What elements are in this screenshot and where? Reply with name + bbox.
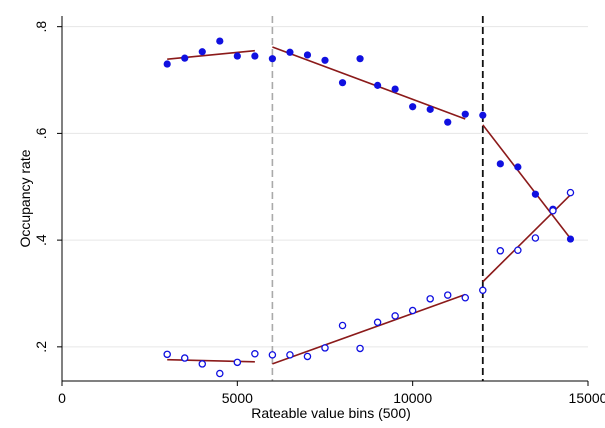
- hollow-point: [198, 360, 207, 368]
- filled-point: [426, 105, 434, 113]
- hollow-point: [251, 350, 259, 358]
- filled-point: [479, 111, 487, 119]
- filled-point: [198, 48, 206, 56]
- hollow-point: [233, 358, 242, 367]
- filled-point: [391, 85, 399, 93]
- hollow-point: [461, 294, 470, 302]
- hollow-point: [163, 350, 171, 359]
- hollow-point: [496, 247, 505, 255]
- hollow-point: [338, 321, 347, 330]
- filled-point: [163, 60, 171, 68]
- gridlines: [62, 26, 588, 348]
- filled-point: [374, 81, 382, 89]
- filled-point: [496, 160, 504, 168]
- hollow-point: [373, 318, 382, 327]
- filled-point: [233, 52, 241, 60]
- filled-point: [409, 103, 417, 111]
- filled-point: [303, 51, 312, 59]
- x-tick-label: 0: [58, 390, 66, 406]
- filled-point: [251, 52, 259, 60]
- filled-point: [531, 190, 540, 198]
- hollow-point: [391, 312, 399, 320]
- hollow-point: [286, 351, 294, 359]
- fit-line: [482, 194, 572, 283]
- hollow-point: [479, 286, 487, 295]
- y-tick-label: .2: [33, 341, 49, 353]
- filled-point: [356, 55, 364, 63]
- fit-line: [272, 46, 466, 120]
- x-tick-label: 5000: [222, 390, 253, 406]
- filled-point: [444, 118, 452, 126]
- hollow-point: [303, 352, 312, 361]
- hollow-point: [356, 344, 364, 353]
- y-axis-title: Occupancy rate: [17, 149, 33, 247]
- fit-line: [272, 293, 466, 365]
- hollow-point: [268, 351, 277, 359]
- hollow-point: [549, 207, 557, 215]
- filled-point: [268, 55, 276, 63]
- hollow-point: [321, 344, 329, 352]
- filled-point: [566, 235, 575, 243]
- axes: 0 5000 10000 15000 .2 .4 .6 .8: [33, 16, 605, 406]
- filled-point: [338, 79, 347, 87]
- fit-line: [167, 358, 255, 363]
- fit-line: [482, 124, 572, 240]
- hollow-point: [566, 188, 575, 197]
- filled-point: [216, 37, 224, 45]
- y-tick-label: .6: [33, 127, 49, 139]
- hollow-point: [180, 354, 189, 362]
- x-axis-title: Rateable value bins (500): [251, 405, 411, 421]
- threshold-lines: [271, 16, 484, 381]
- filled-point: [286, 48, 294, 56]
- y-tick-label: .8: [33, 21, 49, 33]
- x-tick-label: 15000: [569, 390, 605, 406]
- hollow-point: [443, 291, 452, 299]
- data-points: [163, 37, 575, 378]
- filled-point: [514, 163, 522, 171]
- hollow-point: [408, 306, 417, 315]
- filled-point: [461, 110, 469, 118]
- y-tick-label: .4: [33, 234, 49, 246]
- filled-point: [321, 56, 329, 64]
- hollow-point: [514, 246, 522, 255]
- hollow-point: [426, 295, 434, 303]
- fit-lines: [167, 46, 572, 365]
- hollow-point: [531, 234, 540, 242]
- fit-line: [167, 49, 255, 61]
- x-tick-label: 10000: [393, 390, 432, 406]
- hollow-point: [216, 369, 224, 378]
- filled-point: [181, 54, 189, 62]
